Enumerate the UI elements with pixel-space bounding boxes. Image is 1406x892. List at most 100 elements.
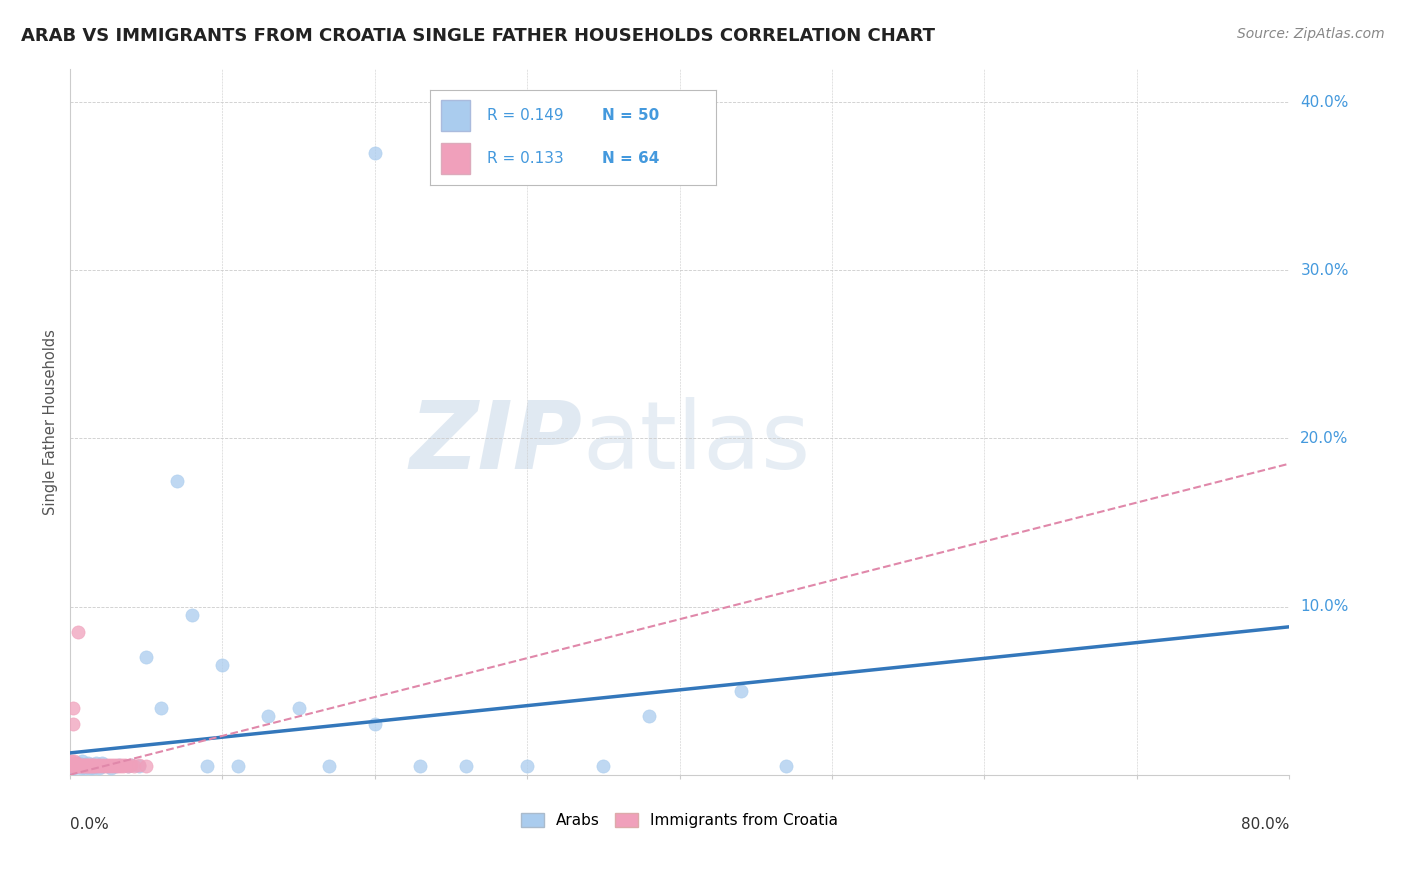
- Text: ZIP: ZIP: [409, 397, 582, 489]
- Point: [66, 757, 89, 772]
- Text: 30.0%: 30.0%: [1301, 263, 1348, 277]
- Point: [150, 700, 173, 714]
- Point: [195, 759, 218, 773]
- Point: [107, 757, 129, 772]
- Point: [66, 624, 89, 639]
- Point: [60, 755, 83, 769]
- Point: [90, 759, 112, 773]
- Point: [94, 759, 117, 773]
- Point: [287, 700, 309, 714]
- Point: [87, 761, 110, 775]
- Point: [120, 757, 142, 772]
- Point: [111, 757, 134, 772]
- Point: [84, 759, 107, 773]
- Point: [83, 757, 105, 772]
- Point: [364, 717, 387, 731]
- Point: [77, 759, 100, 773]
- Point: [409, 759, 432, 773]
- Point: [101, 757, 124, 772]
- Point: [128, 757, 150, 772]
- Point: [120, 757, 142, 772]
- Y-axis label: Single Father Households: Single Father Households: [44, 329, 58, 515]
- Point: [93, 757, 115, 772]
- Point: [775, 759, 797, 773]
- Point: [63, 755, 86, 769]
- Point: [76, 757, 98, 772]
- Point: [100, 761, 122, 775]
- Text: 0.0%: 0.0%: [70, 817, 108, 832]
- Point: [93, 759, 115, 773]
- Point: [77, 757, 100, 772]
- Point: [79, 759, 101, 773]
- Point: [66, 759, 89, 773]
- Point: [86, 759, 108, 773]
- Point: [79, 761, 101, 775]
- Point: [72, 757, 94, 772]
- Point: [86, 757, 108, 772]
- Text: 80.0%: 80.0%: [1241, 817, 1289, 832]
- Point: [67, 756, 90, 770]
- Point: [72, 757, 94, 772]
- Point: [180, 608, 202, 623]
- Point: [65, 756, 87, 770]
- Point: [103, 759, 125, 773]
- Point: [63, 761, 86, 775]
- Text: 20.0%: 20.0%: [1301, 431, 1348, 446]
- Point: [128, 759, 150, 773]
- Point: [62, 757, 84, 772]
- Point: [65, 759, 87, 773]
- Point: [90, 756, 112, 770]
- Point: [69, 757, 91, 772]
- Point: [66, 759, 89, 773]
- Point: [211, 658, 233, 673]
- Point: [97, 759, 120, 773]
- Point: [67, 759, 90, 773]
- Point: [110, 759, 132, 773]
- Point: [75, 759, 97, 773]
- Point: [107, 757, 129, 772]
- Point: [79, 757, 101, 772]
- Point: [76, 759, 98, 773]
- Point: [77, 756, 100, 770]
- Point: [122, 759, 145, 773]
- Point: [112, 759, 135, 773]
- Point: [117, 759, 139, 773]
- Point: [117, 759, 139, 773]
- Text: Source: ZipAtlas.com: Source: ZipAtlas.com: [1237, 27, 1385, 41]
- Point: [80, 757, 103, 772]
- Legend: Arabs, Immigrants from Croatia: Arabs, Immigrants from Croatia: [515, 807, 845, 834]
- Point: [364, 145, 387, 160]
- Point: [72, 759, 94, 773]
- Point: [516, 759, 538, 773]
- Point: [84, 756, 107, 770]
- Point: [62, 700, 84, 714]
- Point: [82, 757, 104, 772]
- Point: [65, 757, 87, 772]
- Point: [104, 759, 127, 773]
- Point: [80, 759, 103, 773]
- Point: [89, 757, 111, 772]
- Point: [83, 759, 105, 773]
- Point: [89, 759, 111, 773]
- Point: [69, 761, 91, 775]
- Point: [76, 759, 98, 773]
- Point: [63, 759, 86, 773]
- Point: [456, 759, 478, 773]
- Text: 10.0%: 10.0%: [1301, 599, 1348, 614]
- Point: [60, 756, 83, 770]
- Point: [98, 757, 121, 772]
- Point: [638, 709, 661, 723]
- Point: [83, 757, 105, 772]
- Point: [82, 759, 104, 773]
- Point: [62, 759, 84, 773]
- Point: [166, 474, 188, 488]
- Point: [97, 759, 120, 773]
- Text: ARAB VS IMMIGRANTS FROM CROATIA SINGLE FATHER HOUSEHOLDS CORRELATION CHART: ARAB VS IMMIGRANTS FROM CROATIA SINGLE F…: [21, 27, 935, 45]
- Point: [87, 759, 110, 773]
- Point: [70, 759, 93, 773]
- Point: [80, 757, 103, 772]
- Point: [60, 757, 83, 772]
- Point: [67, 757, 90, 772]
- Point: [63, 757, 86, 772]
- Point: [70, 755, 93, 769]
